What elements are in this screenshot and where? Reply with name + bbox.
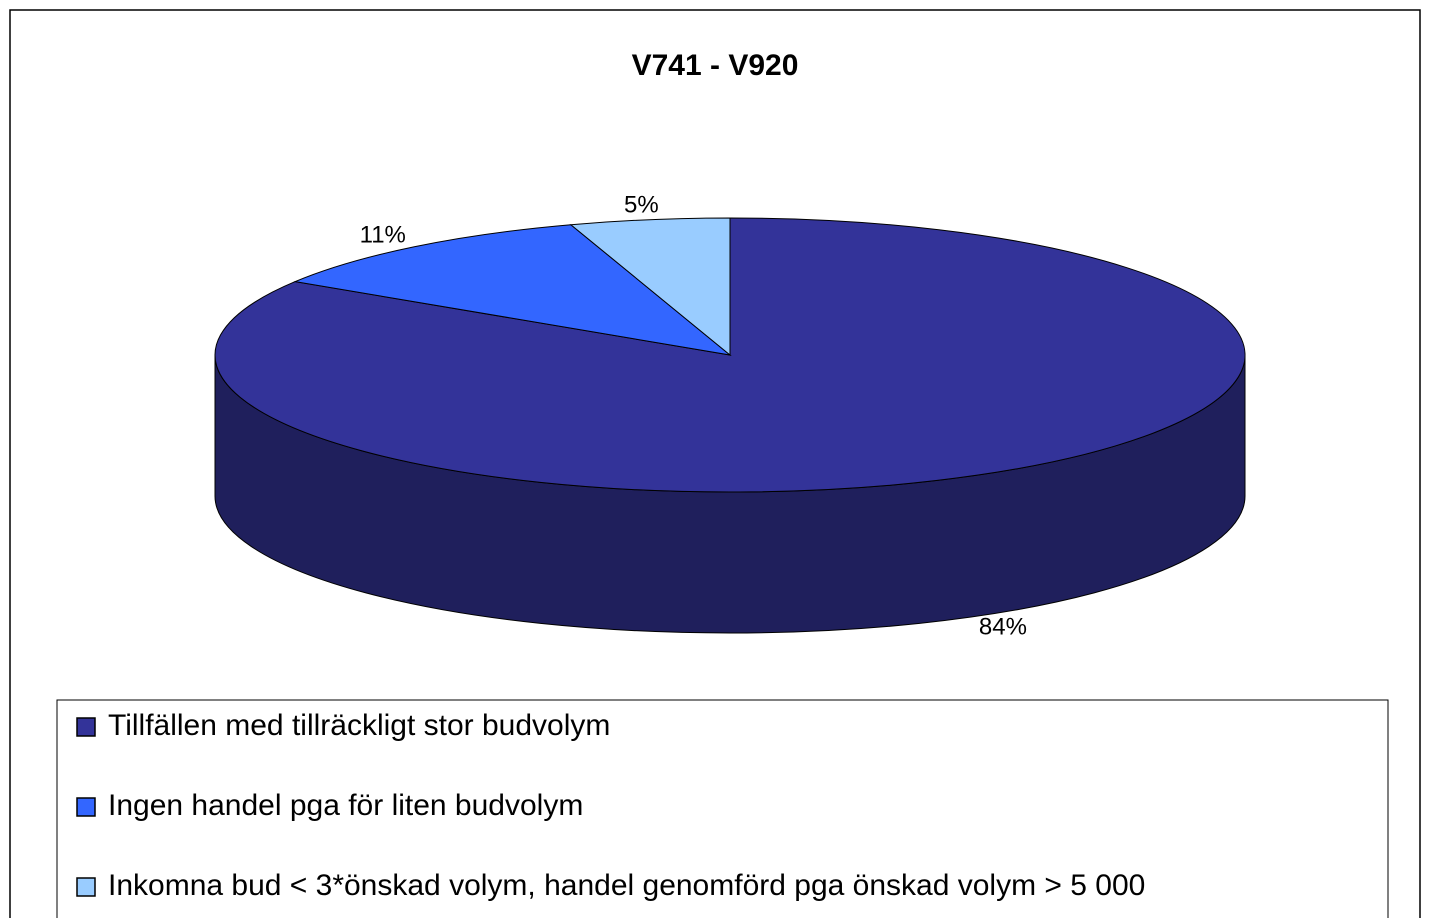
- data-label: 84%: [979, 613, 1027, 640]
- legend-swatch: [76, 877, 96, 897]
- data-label: 11%: [360, 221, 406, 248]
- legend-swatch: [76, 797, 96, 817]
- pie-slice: [293, 224, 732, 356]
- legend-box: [56, 699, 1389, 918]
- legend-swatch: [76, 717, 96, 737]
- chart-title: V741 - V920: [632, 49, 799, 82]
- legend-label: Tillfällen med tillräckligt stor budvoly…: [108, 709, 610, 742]
- data-label: 5%: [624, 191, 659, 218]
- legend-label: Inkomna bud < 3*önskad volym, handel gen…: [108, 869, 1145, 902]
- pie-slice: [569, 217, 731, 357]
- chart-frame: [9, 9, 1421, 918]
- legend-label: Ingen handel pga för liten budvolym: [108, 789, 583, 822]
